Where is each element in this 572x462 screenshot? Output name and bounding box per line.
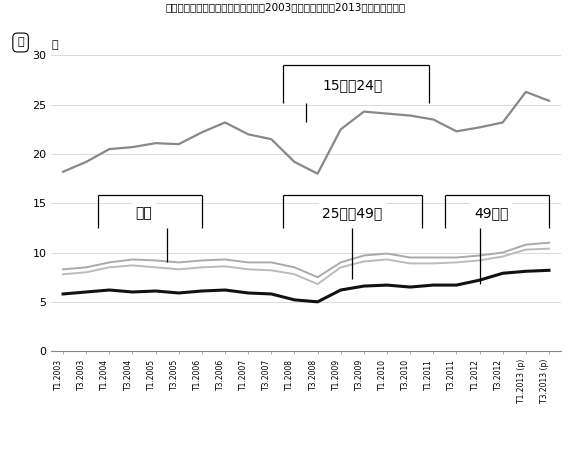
Text: 15歳～24歳: 15歳～24歳 [322,78,383,92]
Text: 25歳～49歳: 25歳～49歳 [322,206,383,220]
Text: 図表２－３　年齢別失業率の推移（2003年第１四半期～2013年第３四半期）: 図表２－３ 年齢別失業率の推移（2003年第１四半期～2013年第３四半期） [166,2,406,12]
Text: 全体: 全体 [136,206,152,220]
Text: ％: ％ [51,41,58,50]
Text: 49歳～: 49歳～ [474,206,509,220]
Text: ％: ％ [17,37,24,48]
